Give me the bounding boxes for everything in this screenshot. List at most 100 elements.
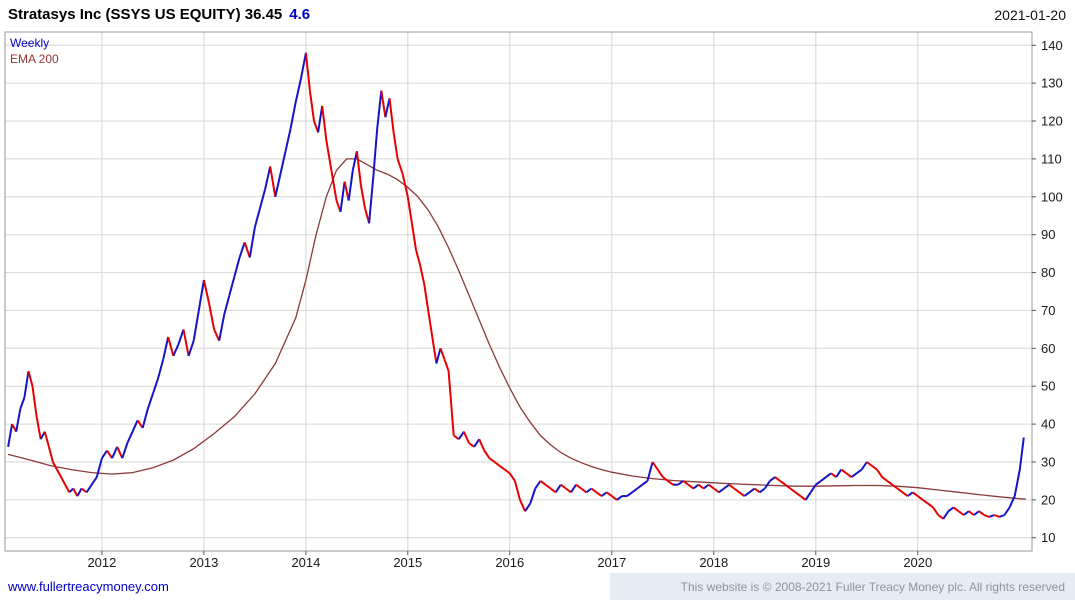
price-segment xyxy=(410,223,417,250)
price-segment xyxy=(202,279,210,304)
price-segment xyxy=(223,295,231,315)
price-segment xyxy=(56,469,62,478)
price-segment xyxy=(708,483,715,490)
price-segment xyxy=(60,476,67,486)
price-segment xyxy=(968,510,975,516)
price-segment xyxy=(784,483,791,490)
price-segment xyxy=(804,491,812,501)
price-segment xyxy=(860,461,868,471)
price-segment xyxy=(692,483,700,490)
price-segment xyxy=(856,468,863,475)
price-segment xyxy=(462,431,470,444)
price-segment xyxy=(513,480,521,501)
price-segment xyxy=(325,139,333,171)
price-change: 4.6 xyxy=(289,6,311,23)
price-segment xyxy=(330,170,338,201)
price-segment xyxy=(243,241,251,258)
y-tick-label: 130 xyxy=(1041,76,1063,91)
x-tick-label: 2020 xyxy=(903,555,932,570)
y-tick-label: 70 xyxy=(1041,303,1055,318)
price-segment xyxy=(182,329,190,357)
price-segment xyxy=(973,510,980,516)
price-segment xyxy=(988,514,995,518)
price-segment xyxy=(289,101,297,129)
price-segment xyxy=(626,491,633,497)
price-segment xyxy=(769,476,776,482)
price-segment xyxy=(993,514,1000,518)
price-segment xyxy=(431,336,438,364)
price-segment xyxy=(253,207,261,228)
price-segment xyxy=(866,461,873,467)
price-segment xyxy=(601,491,608,497)
price-segment xyxy=(947,506,955,513)
price-segment xyxy=(499,464,506,471)
price-segment xyxy=(478,438,486,452)
price-segment xyxy=(72,488,79,497)
price-segment xyxy=(47,446,54,463)
x-tick-label: 2012 xyxy=(87,555,116,570)
price-segment xyxy=(713,487,720,494)
price-segment xyxy=(233,257,241,277)
price-segment xyxy=(891,483,898,490)
price-segment xyxy=(384,98,391,118)
price-segment xyxy=(106,450,113,459)
price-segment xyxy=(963,510,970,516)
plot-border xyxy=(4,31,1033,552)
price-segment xyxy=(85,484,93,493)
price-segment xyxy=(457,431,465,440)
site-link[interactable]: www.fullertreacymoney.com xyxy=(8,579,169,594)
price-segment xyxy=(447,371,455,436)
price-segment xyxy=(733,487,740,494)
price-segment xyxy=(646,461,654,482)
price-segment xyxy=(723,483,730,490)
price-segment xyxy=(544,483,552,490)
price-segment xyxy=(616,495,623,501)
price-segment xyxy=(19,397,26,410)
price-segment xyxy=(136,419,144,429)
y-tick-label: 120 xyxy=(1041,114,1063,129)
price-segment xyxy=(238,241,246,258)
price-segment xyxy=(774,476,781,482)
price-segment xyxy=(917,495,924,501)
price-segment xyxy=(958,510,965,516)
price-segment xyxy=(101,450,108,459)
price-segment xyxy=(651,461,659,471)
y-tick-label: 30 xyxy=(1041,455,1055,470)
price-segment xyxy=(31,386,38,417)
price-segment xyxy=(550,487,557,494)
price-segment xyxy=(504,468,511,475)
price-segment xyxy=(443,359,450,372)
price-segment xyxy=(473,438,481,448)
price-segment xyxy=(1013,469,1021,497)
price-segment xyxy=(871,464,878,471)
price-segment xyxy=(264,166,272,190)
price-segment xyxy=(677,480,684,486)
price-segment xyxy=(376,90,383,129)
price-segment xyxy=(667,480,674,486)
plot-area[interactable] xyxy=(5,32,1032,551)
price-segment xyxy=(52,461,58,471)
price-segment xyxy=(146,393,154,410)
price-segment xyxy=(23,370,30,398)
price-segment xyxy=(116,446,124,459)
price-segment xyxy=(952,506,960,513)
chart-legend: Weekly EMA 200 xyxy=(10,35,59,67)
price-segment xyxy=(560,483,567,490)
price-segment xyxy=(799,495,807,501)
price-segment xyxy=(111,446,119,459)
price-segment xyxy=(274,173,282,198)
price-segment xyxy=(1003,506,1011,516)
price-segment xyxy=(611,495,618,501)
price-segment xyxy=(789,487,796,494)
price-segment xyxy=(1008,495,1016,508)
price-segment xyxy=(157,359,165,379)
price-segment xyxy=(815,480,822,486)
price-segment xyxy=(830,472,837,478)
copyright-text: This website is © 2008-2021 Fuller Treac… xyxy=(680,580,1065,594)
price-segment xyxy=(697,483,705,490)
price-segment xyxy=(167,336,175,357)
legend-ema-label: EMA 200 xyxy=(10,52,59,66)
price-segment xyxy=(347,170,354,201)
price-segment xyxy=(259,188,267,209)
price-segment xyxy=(439,347,446,361)
